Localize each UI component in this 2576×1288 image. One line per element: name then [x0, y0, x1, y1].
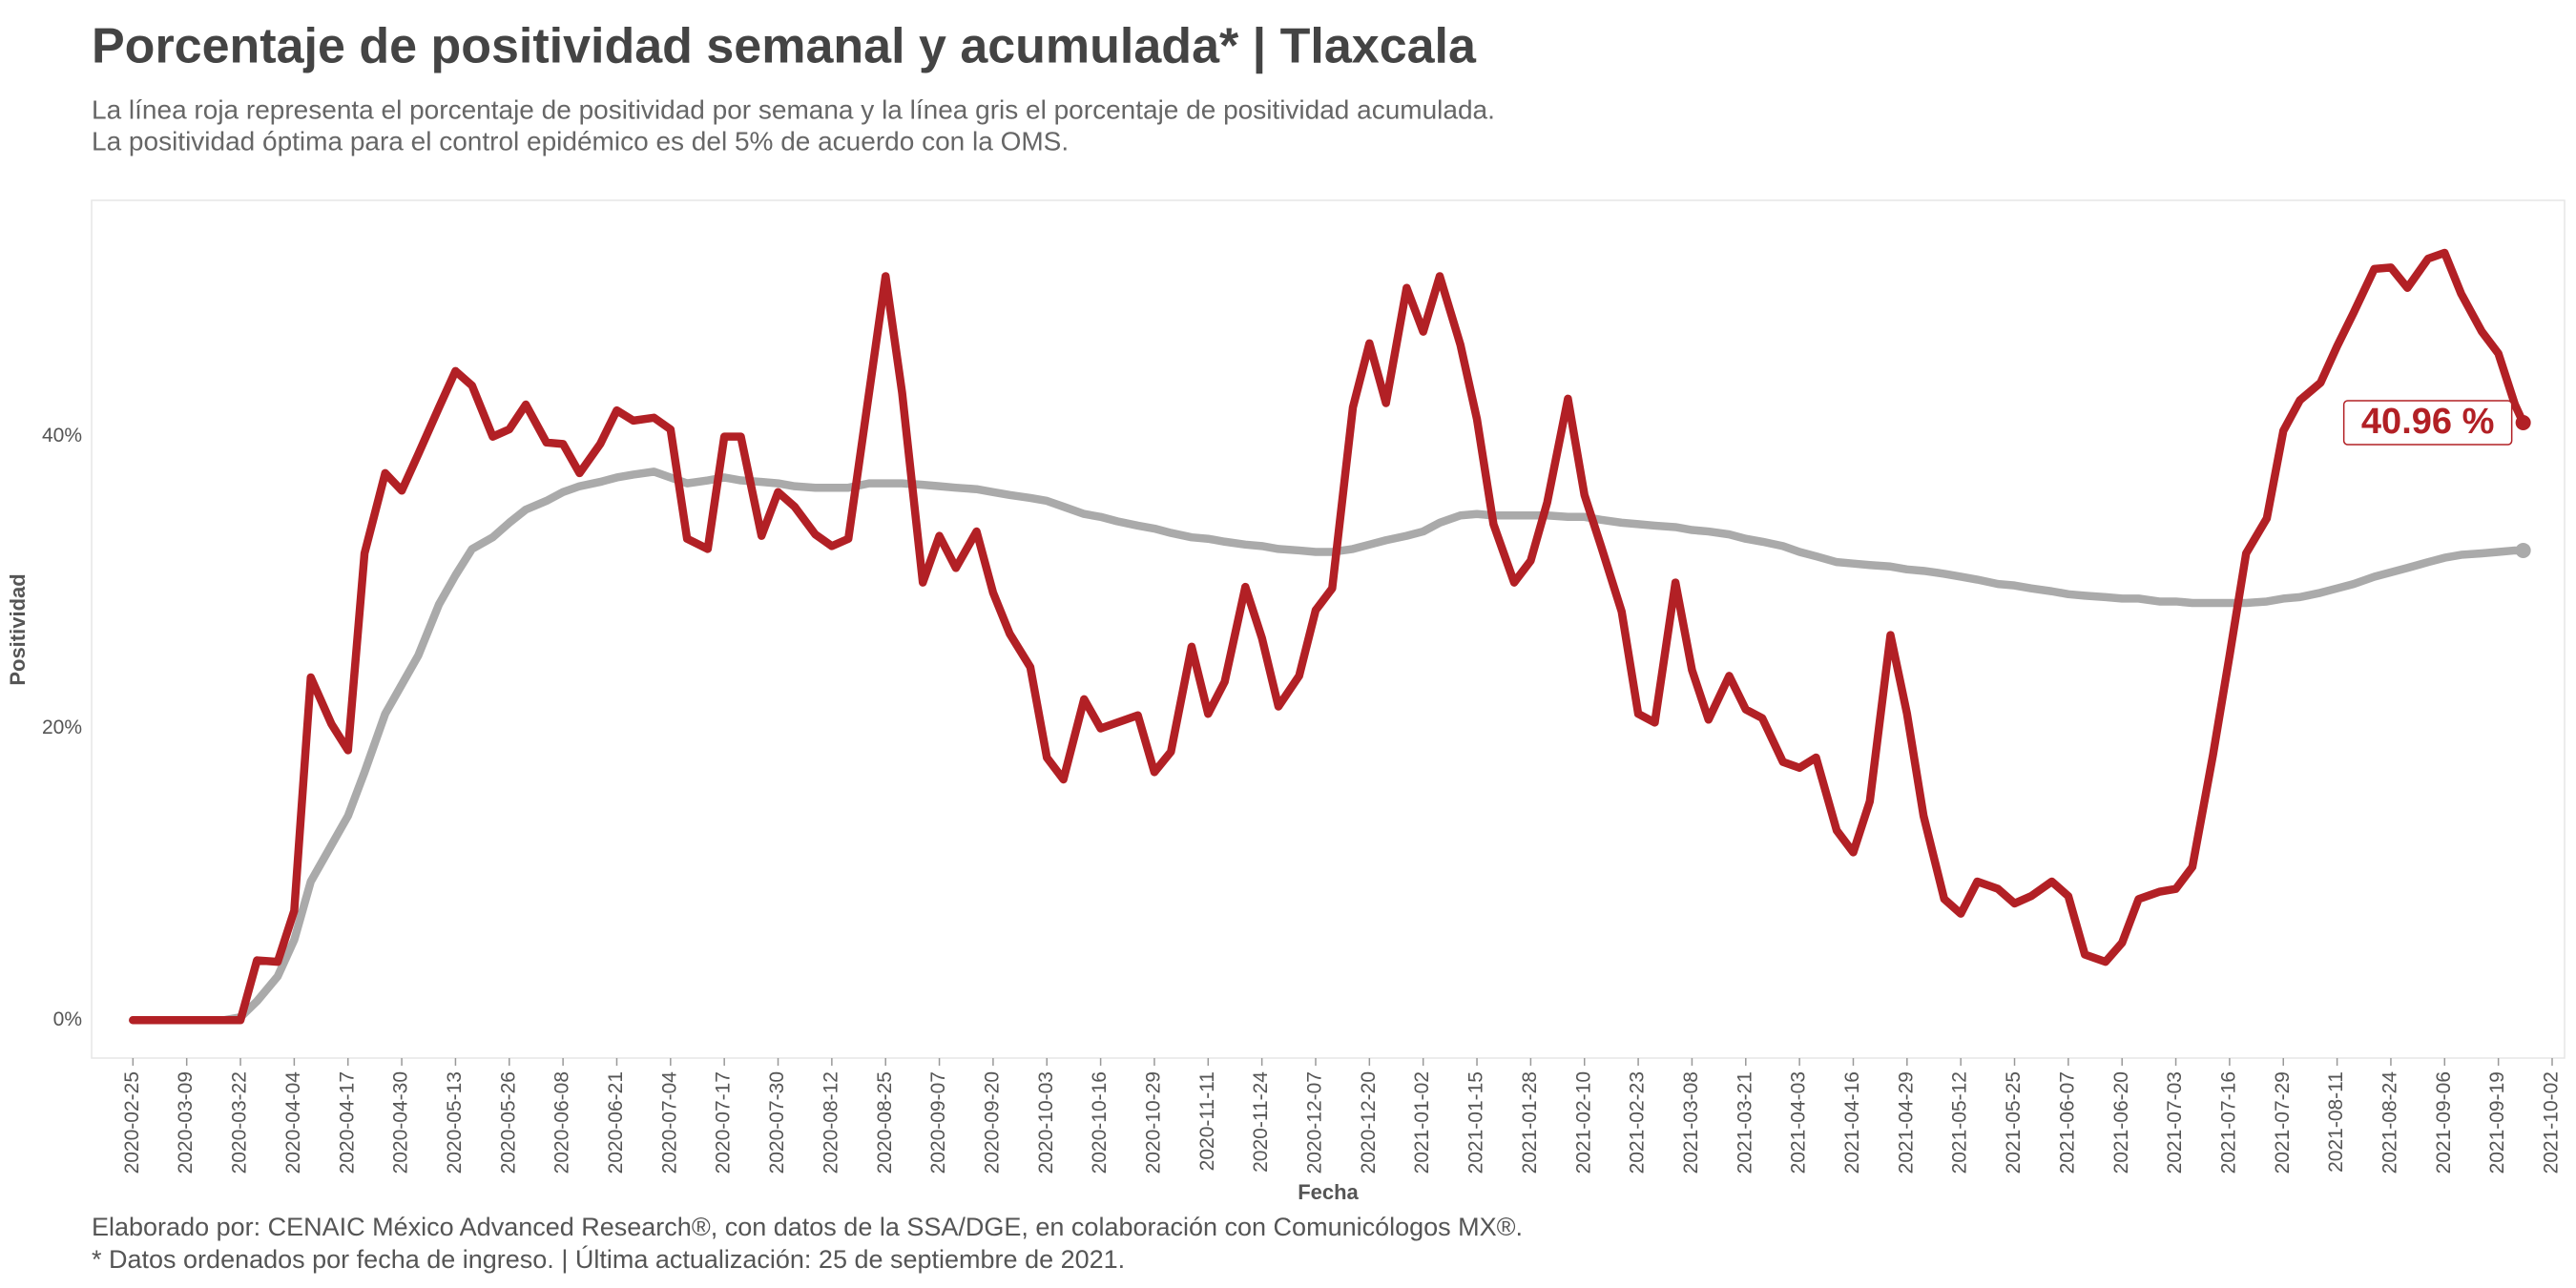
x-tick-label: 2021-01-15: [1465, 1071, 1487, 1174]
x-tick-label: 2021-04-29: [1895, 1071, 1917, 1174]
x-tick-label: 2020-07-17: [713, 1071, 735, 1174]
x-tick-label: 2020-10-03: [1035, 1071, 1057, 1174]
x-tick-label: 2020-09-20: [981, 1071, 1003, 1174]
x-tick-label: 2021-07-03: [2164, 1071, 2186, 1174]
x-tick-label: 2021-09-06: [2433, 1071, 2455, 1174]
end-point: [2515, 542, 2531, 558]
x-tick-label: 2020-03-09: [175, 1071, 197, 1174]
x-tick-label: 2020-11-11: [1196, 1071, 1218, 1171]
caption: * Datos ordenados por fecha de ingreso. …: [92, 1244, 1125, 1274]
x-tick-label: 2020-05-26: [497, 1071, 519, 1174]
x-tick-label: 2021-06-20: [2110, 1071, 2132, 1174]
x-tick-label: 2021-07-29: [2272, 1071, 2294, 1174]
x-tick-label: 2020-08-12: [820, 1071, 841, 1174]
end-point: [2515, 415, 2531, 431]
x-tick-label: 2021-08-24: [2379, 1071, 2401, 1174]
plot-panel: [91, 199, 2566, 1059]
end-label-box: [2342, 400, 2513, 446]
x-tick-label: 2021-07-16: [2217, 1071, 2239, 1174]
x-tick-label: 2021-02-23: [1627, 1071, 1649, 1174]
end-label: 40.96 %: [2361, 402, 2494, 442]
chart-title: Porcentaje de positividad semanal y acum…: [92, 19, 1477, 74]
x-tick-label: 2020-05-13: [444, 1071, 466, 1174]
x-tick-label: 2021-03-21: [1734, 1071, 1755, 1174]
x-tick-label: 2021-01-28: [1519, 1071, 1541, 1174]
x-tick-label: 2021-09-19: [2486, 1071, 2508, 1174]
x-tick-label: 2021-02-10: [1572, 1071, 1594, 1174]
x-tick-label: 2020-09-07: [927, 1071, 949, 1174]
x-tick-label: 2020-02-25: [121, 1071, 143, 1174]
y-tick-label: 20%: [42, 717, 82, 738]
chart-subtitle: La línea roja representa el porcentaje d…: [92, 94, 1495, 124]
x-tick-label: 2021-05-12: [1949, 1071, 1971, 1174]
x-tick-label: 2021-06-07: [2056, 1071, 2078, 1174]
x-tick-label: 2021-08-11: [2325, 1071, 2347, 1173]
x-tick-label: 2020-10-29: [1143, 1071, 1165, 1174]
chart-subtitle: La positividad óptima para el control ep…: [92, 126, 1069, 156]
x-tick-label: 2021-10-02: [2541, 1071, 2563, 1174]
x-tick-label: 2020-10-16: [1089, 1071, 1111, 1174]
x-tick-label: 2020-12-07: [1304, 1071, 1326, 1174]
x-tick-label: 2020-03-22: [229, 1071, 251, 1174]
x-tick-label: 2020-07-04: [658, 1071, 680, 1174]
x-tick-label: 2020-06-08: [551, 1071, 573, 1174]
x-axis-title: Fecha: [1298, 1180, 1359, 1204]
x-tick-label: 2021-03-08: [1680, 1071, 1702, 1174]
x-tick-label: 2020-04-30: [390, 1071, 412, 1174]
y-tick-label: 40%: [42, 425, 82, 447]
x-tick-label: 2020-11-24: [1250, 1071, 1272, 1173]
y-tick-label: 0%: [53, 1008, 82, 1030]
x-tick-label: 2020-07-30: [766, 1071, 788, 1174]
y-axis-title: Positividad: [6, 573, 30, 685]
x-tick-label: 2020-04-04: [282, 1071, 304, 1174]
x-tick-label: 2021-01-02: [1411, 1071, 1433, 1174]
x-tick-label: 2021-05-25: [2003, 1071, 2025, 1174]
x-tick-label: 2020-12-20: [1358, 1071, 1380, 1174]
caption: Elaborado por: CENAIC México Advanced Re…: [92, 1213, 1523, 1241]
series-line: [129, 467, 2527, 1025]
series-line: [129, 248, 2527, 1025]
x-tick-label: 2020-08-25: [874, 1071, 896, 1174]
x-tick-label: 2020-04-17: [336, 1071, 358, 1174]
x-tick-label: 2020-06-21: [605, 1071, 627, 1174]
x-tick-label: 2021-04-03: [1788, 1071, 1810, 1174]
x-tick-label: 2021-04-16: [1841, 1071, 1863, 1174]
